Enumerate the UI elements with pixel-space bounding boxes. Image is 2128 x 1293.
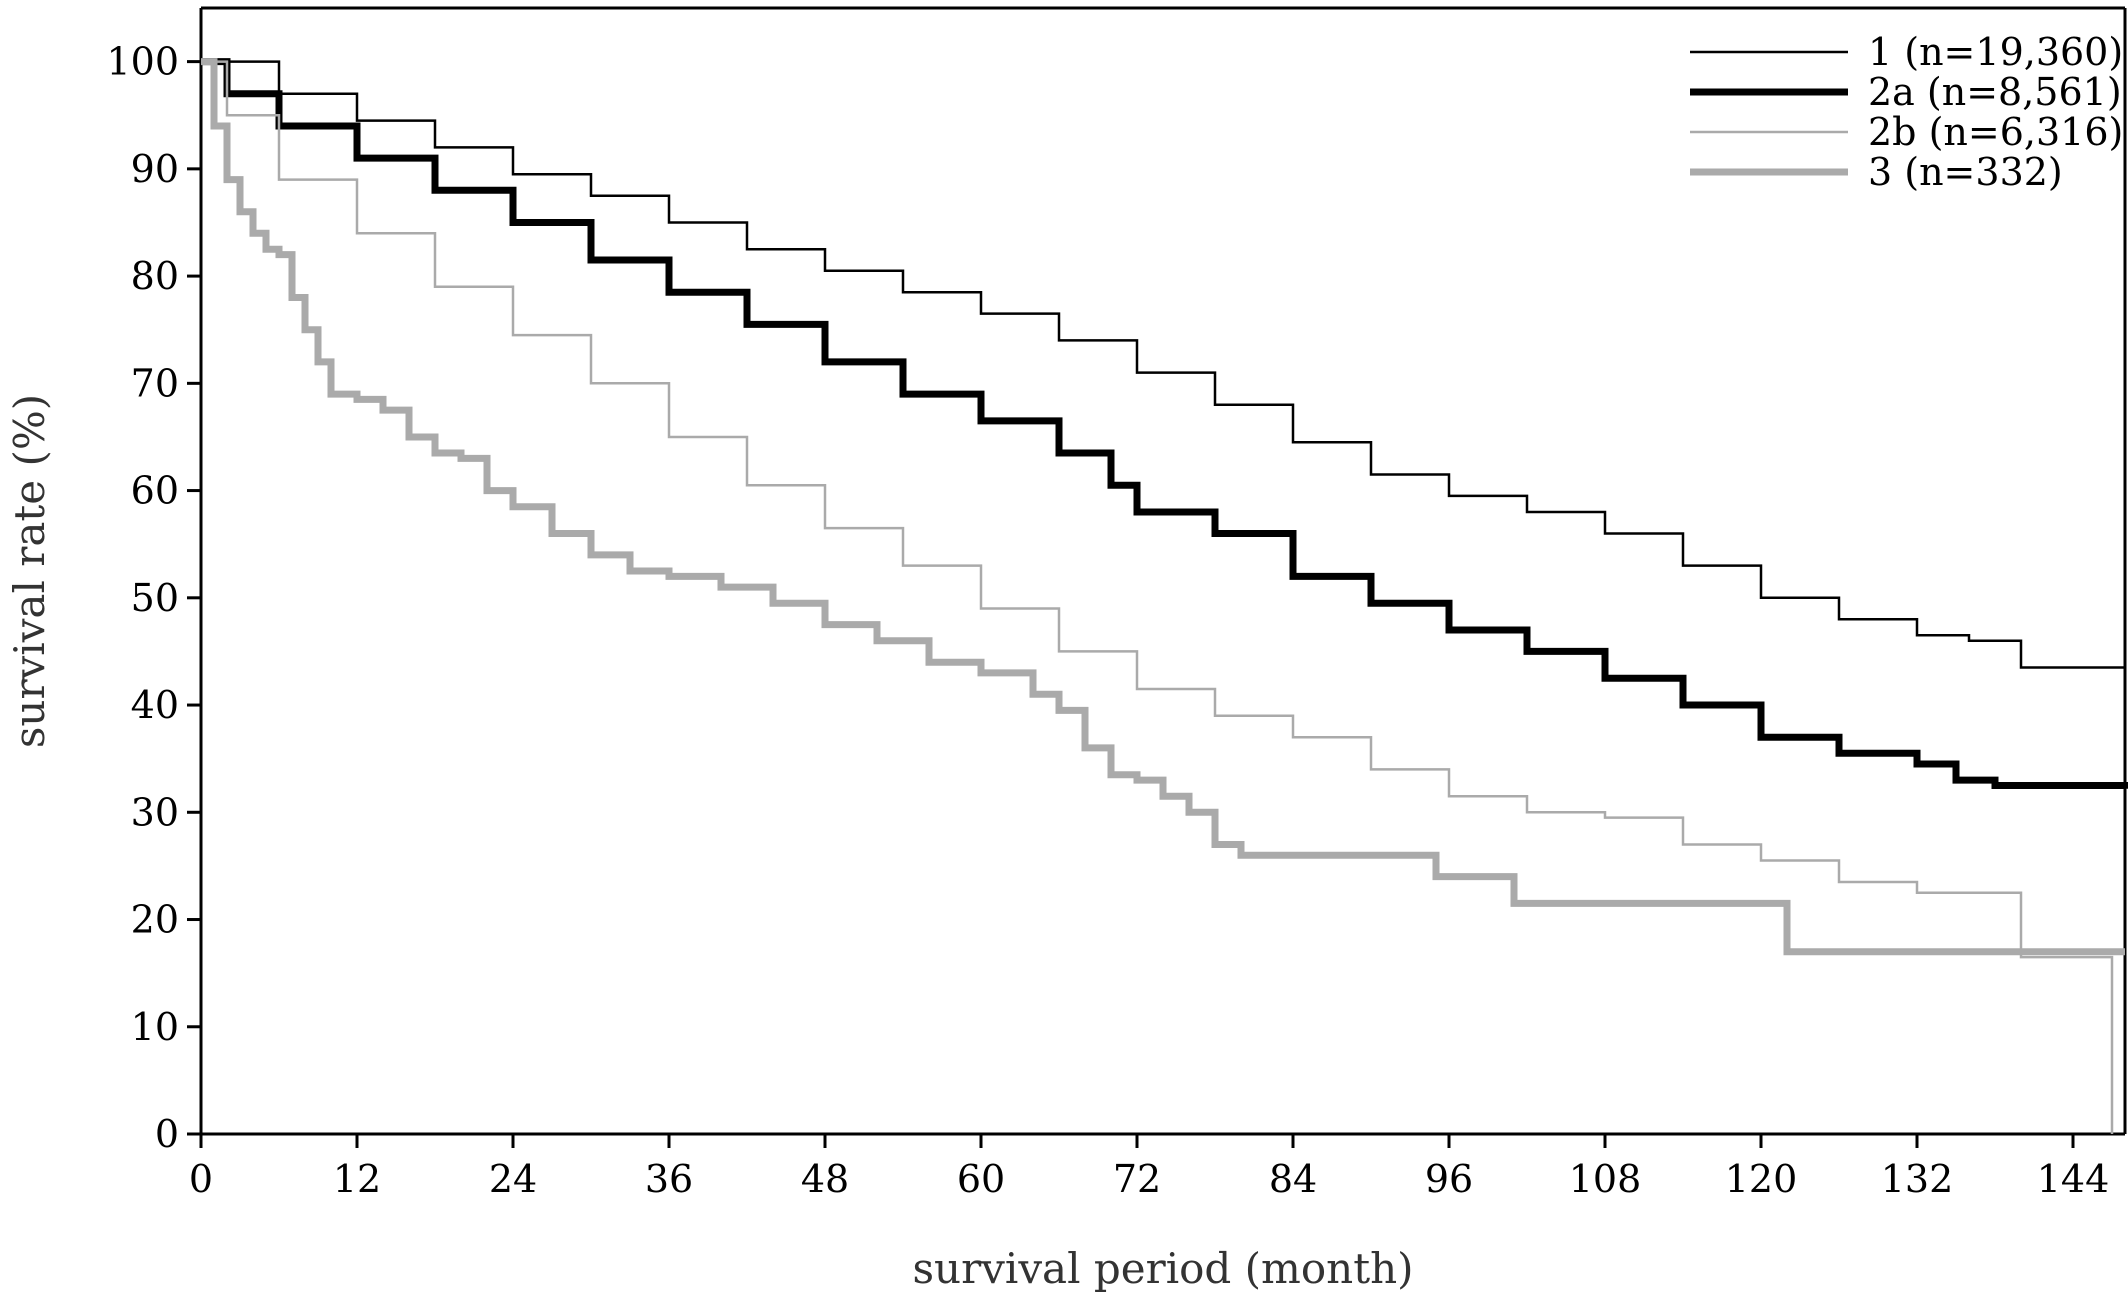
x-tick-label: 84 — [1269, 1157, 1317, 1201]
y-axis-title: survival rate (%) — [5, 394, 54, 748]
axes — [199, 6, 2127, 1136]
legend: 1 (n=19,360)2a (n=8,561)2b (n=6,316)3 (n… — [1690, 30, 2123, 194]
x-tick-label: 36 — [645, 1157, 693, 1201]
legend-label: 2a (n=8,561) — [1868, 70, 2122, 114]
legend-label: 3 (n=332) — [1868, 150, 2063, 194]
x-tick-label: 72 — [1113, 1157, 1161, 1201]
y-tick-label: 40 — [131, 683, 179, 727]
series-line-3 — [201, 60, 2114, 1134]
y-tick-label: 30 — [131, 790, 179, 834]
series-line-1 — [201, 60, 2127, 671]
x-tick-label: 144 — [2037, 1157, 2110, 1201]
series-lines — [201, 58, 2128, 1134]
x-tick-label: 12 — [333, 1157, 381, 1201]
x-tick-label: 132 — [1881, 1157, 1954, 1201]
x-tick-label: 0 — [189, 1157, 213, 1201]
y-tick-label: 100 — [106, 40, 179, 84]
y-tick-label: 0 — [155, 1112, 179, 1156]
y-tick-label: 10 — [131, 1005, 179, 1049]
y-tick-label: 80 — [131, 254, 179, 298]
series-line-2 — [201, 58, 2128, 789]
y-tick-label: 50 — [131, 576, 179, 620]
legend-label: 2b (n=6,316) — [1868, 110, 2123, 154]
x-tick-label: 24 — [489, 1157, 537, 1201]
series-line-4 — [201, 58, 2125, 956]
x-tick-label: 60 — [957, 1157, 1005, 1201]
y-tick-label: 90 — [131, 147, 179, 191]
y-tick-label: 60 — [131, 469, 179, 513]
y-tick-label: 70 — [131, 361, 179, 405]
x-tick-label: 108 — [1569, 1157, 1642, 1201]
x-tick-label: 96 — [1425, 1157, 1473, 1201]
y-tick-label: 20 — [131, 898, 179, 942]
x-tick-label: 120 — [1725, 1157, 1798, 1201]
y-ticks: 0 10 20 30 40 50 60 70 80 90 100 — [106, 40, 201, 1156]
legend-label: 1 (n=19,360) — [1868, 30, 2123, 74]
x-ticks: 0 12 24 36 48 60 72 84 96 108 120 132 144 — [189, 1134, 2109, 1201]
x-axis-title: survival period (month) — [912, 1244, 1413, 1293]
x-tick-label: 48 — [801, 1157, 849, 1201]
